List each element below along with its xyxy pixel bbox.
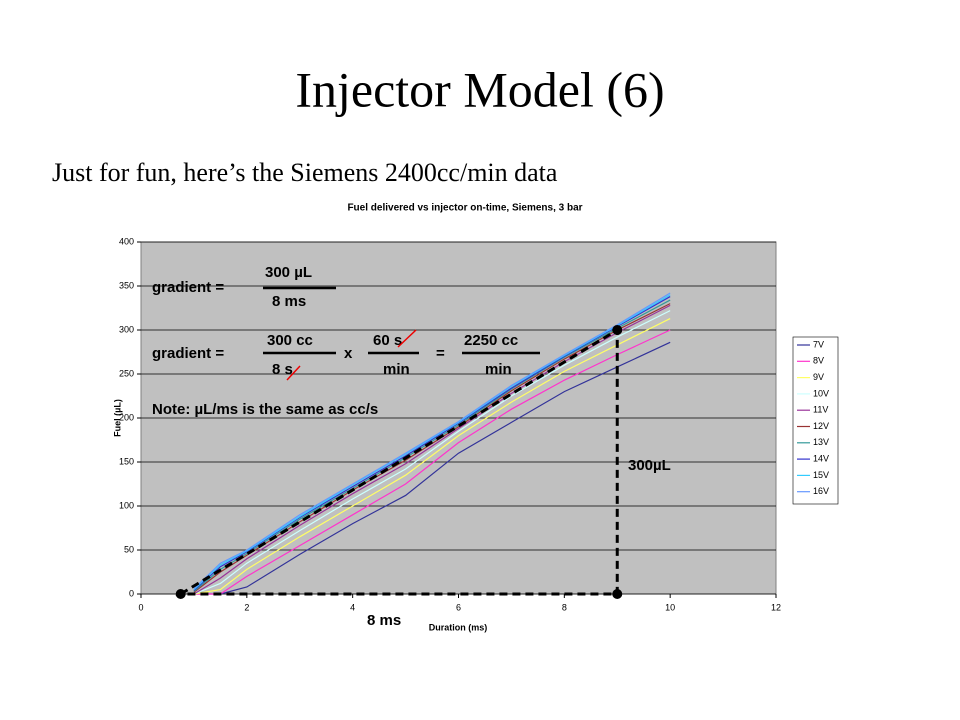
- x-tick-label: 2: [244, 602, 249, 612]
- annotation: Note: µL/ms is the same as cc/s: [152, 401, 378, 418]
- series-line: [193, 310, 671, 595]
- series-line: [193, 329, 671, 595]
- annotation: min: [485, 361, 512, 378]
- series-line: [193, 294, 671, 591]
- x-tick-label: 8: [562, 602, 567, 612]
- x-axis-label: Duration (ms): [429, 622, 488, 632]
- legend-label: 12V: [813, 421, 829, 431]
- series-line: [193, 318, 671, 595]
- legend-label: 10V: [813, 388, 829, 398]
- x-tick-label: 0: [138, 602, 143, 612]
- annotation: min: [383, 361, 410, 378]
- fit-point: [612, 325, 623, 335]
- cancel-slash: [397, 329, 417, 348]
- legend-label: 7V: [813, 339, 824, 349]
- y-tick-label: 250: [119, 368, 134, 378]
- series-line: [193, 341, 671, 595]
- y-tick-label: 50: [124, 544, 134, 554]
- y-tick-label: 350: [119, 280, 134, 290]
- series-line: [193, 296, 671, 591]
- fit-point: [612, 589, 623, 599]
- annotation: 8 ms: [272, 293, 306, 310]
- x-tick-label: 6: [456, 602, 461, 612]
- annotation: 300 cc: [267, 332, 313, 349]
- y-tick-label: 100: [119, 500, 134, 510]
- y-tick-label: 0: [129, 588, 134, 598]
- legend-label: 13V: [813, 437, 829, 447]
- legend-label: 15V: [813, 470, 829, 480]
- fit-point: [175, 589, 186, 599]
- y-tick-label: 200: [119, 412, 134, 422]
- annotation: 8 ms: [367, 612, 401, 629]
- y-tick-label: 150: [119, 456, 134, 466]
- annotation: x: [344, 345, 353, 362]
- annotation: =: [436, 345, 445, 362]
- cancel-slash: [286, 365, 301, 381]
- slide-title: Injector Model (6): [295, 61, 664, 117]
- annotation: gradient =: [152, 345, 224, 362]
- legend-box: [792, 336, 839, 505]
- y-axis-label: Fuel (µL): [112, 399, 122, 437]
- legend-label: 14V: [813, 453, 829, 463]
- fit-triangle: [175, 327, 619, 596]
- slide-subtitle: Just for fun, here’s the Siemens 2400cc/…: [52, 158, 558, 187]
- annotation: 300µL: [628, 457, 671, 474]
- legend-label: 9V: [813, 372, 824, 382]
- series-line: [193, 292, 671, 590]
- annotation: gradient =: [152, 279, 224, 296]
- x-tick-label: 4: [350, 602, 355, 612]
- annotation: 300 µL: [265, 264, 312, 281]
- annotation: 2250 cc: [464, 332, 518, 349]
- legend-label: 16V: [813, 486, 829, 496]
- annotation: 60 s: [373, 332, 402, 349]
- annotation: 8 s: [272, 361, 293, 378]
- legend-label: 8V: [813, 356, 824, 366]
- chart-title: Fuel delivered vs injector on-time, Siem…: [347, 203, 582, 214]
- y-tick-label: 300: [119, 324, 134, 334]
- x-tick-label: 12: [771, 602, 781, 612]
- y-tick-label: 400: [119, 236, 134, 246]
- x-tick-label: 10: [665, 602, 675, 612]
- legend-label: 11V: [813, 405, 828, 415]
